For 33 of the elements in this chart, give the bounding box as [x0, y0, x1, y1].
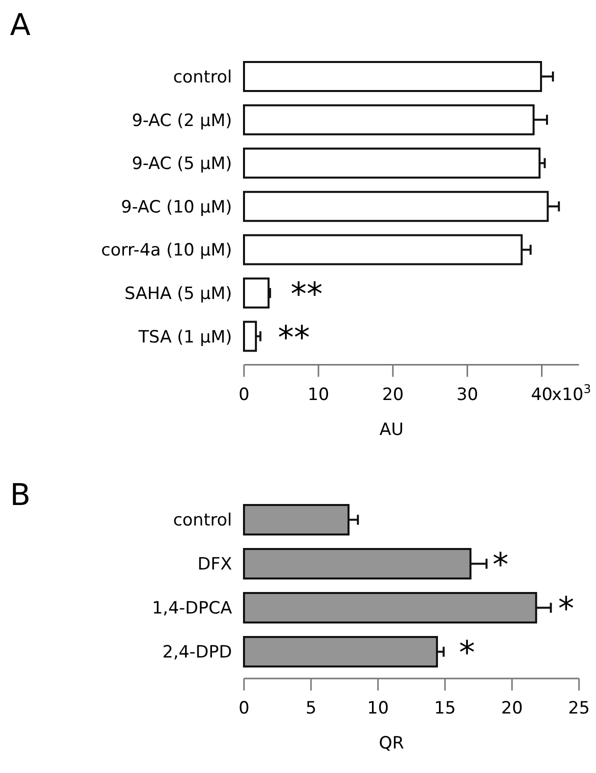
- bar: [243, 278, 270, 309]
- annotation: *: [492, 546, 508, 584]
- annotation: **: [278, 318, 310, 356]
- x-tick-label: 30: [456, 384, 478, 405]
- y-tick-label: 9-AC (2 μM): [132, 110, 232, 131]
- y-tick-label: 9-AC (5 μM): [132, 154, 232, 174]
- chart-title: A: [10, 8, 31, 43]
- annotation: **: [290, 275, 323, 314]
- y-tick-label: 9-AC (10 μM): [121, 197, 232, 218]
- y-tick-label: DFX: [197, 554, 232, 575]
- annotation: *: [558, 590, 574, 628]
- x-tick-label: 15: [434, 698, 456, 718]
- y-tick-label: 2,4-DPD: [162, 642, 232, 663]
- x-axis-title: AU: [379, 420, 404, 440]
- y-tick-label: 1,4-DPCA: [152, 598, 232, 619]
- x-tick-label: 10: [308, 384, 330, 405]
- chart-title: B: [10, 478, 31, 513]
- x-tick-label: 20: [501, 698, 523, 718]
- x-axis-title: QR: [378, 733, 404, 754]
- x-tick-label: 5: [306, 698, 316, 718]
- y-tick-label: control: [173, 510, 232, 531]
- y-tick-label: control: [173, 67, 232, 88]
- x-tick-label: 25: [568, 698, 590, 718]
- annotation: *: [458, 634, 475, 672]
- x-tick-label: 40: [530, 384, 553, 405]
- x-tick-label: 0: [238, 698, 250, 718]
- text: x10$^{3}$: [552, 382, 592, 405]
- x-tick-label: 10: [367, 698, 389, 718]
- x-tick-label: 0: [238, 384, 250, 405]
- y-tick-label: TSA (1 μM): [138, 327, 232, 348]
- x-tick-label: 20: [382, 384, 404, 405]
- y-tick-label: SAHA (5 μM): [124, 284, 232, 304]
- y-tick-label: corr-4a (10 μM): [101, 240, 232, 261]
